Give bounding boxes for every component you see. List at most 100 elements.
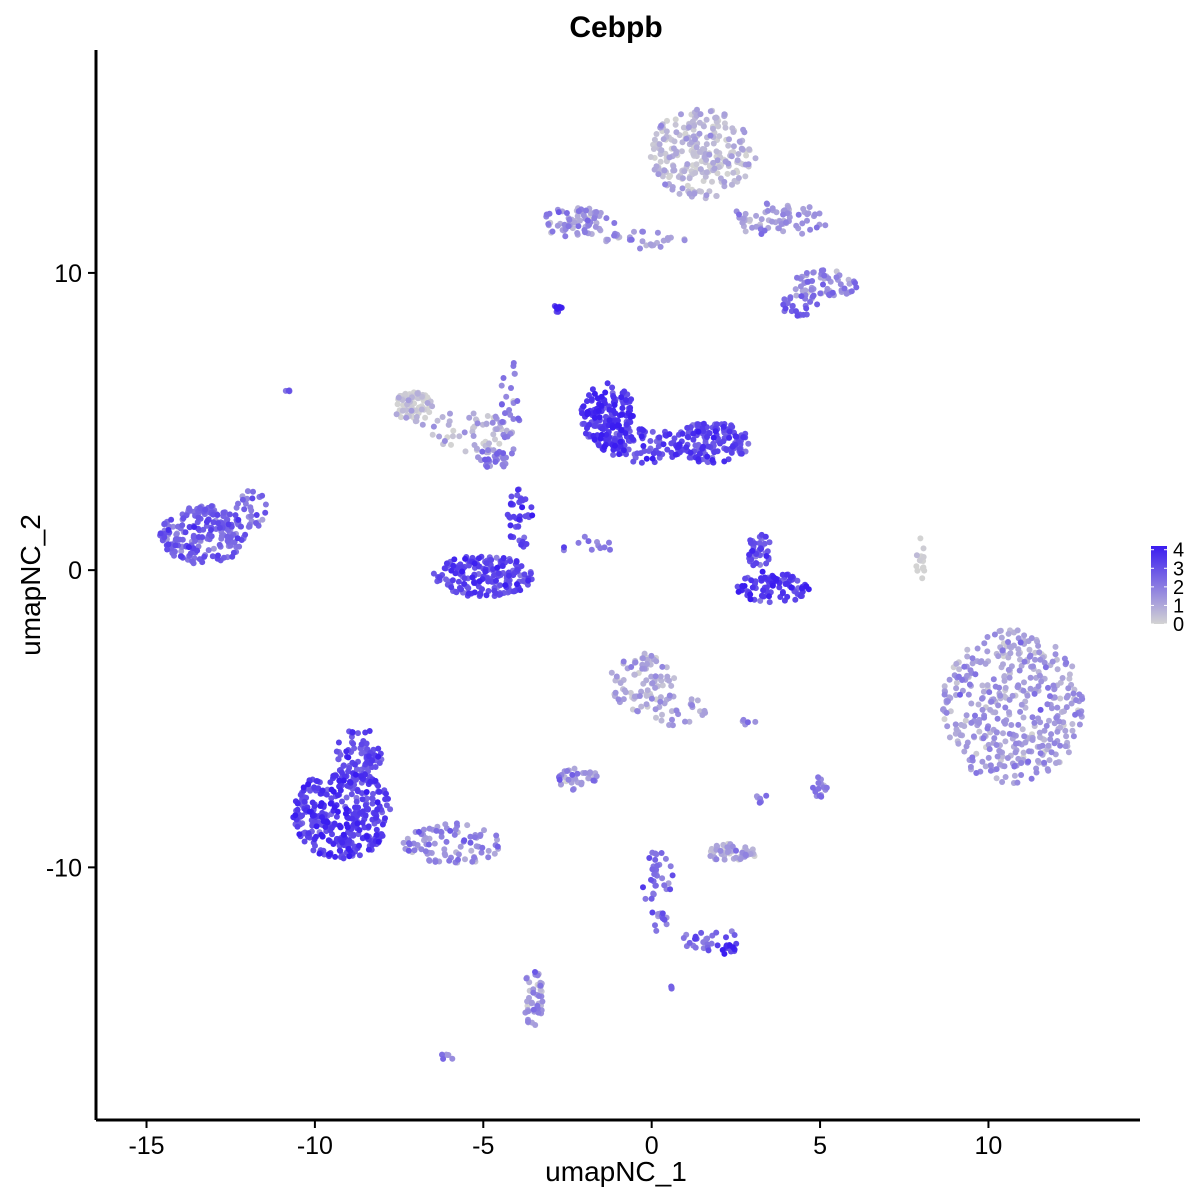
- cell-point: [745, 161, 752, 168]
- cell-point: [628, 664, 635, 670]
- cell-point: [259, 516, 266, 523]
- cell-point: [705, 947, 712, 954]
- cell-point: [637, 450, 644, 457]
- cell-point: [1036, 649, 1043, 656]
- cell-point: [492, 458, 499, 465]
- cell-point: [165, 541, 172, 548]
- cell-point: [218, 532, 225, 539]
- cell-point: [759, 568, 766, 575]
- cell-point: [643, 677, 650, 684]
- cell-point: [577, 217, 583, 224]
- cell-point: [659, 711, 665, 718]
- cell-point: [344, 824, 351, 831]
- cell-point: [348, 791, 355, 798]
- cell-point: [337, 787, 344, 794]
- cell-point: [359, 819, 366, 826]
- cell-point: [693, 161, 700, 168]
- cell-point: [479, 844, 486, 851]
- cell-point: [741, 129, 748, 136]
- cell-point: [725, 160, 732, 167]
- cell-point: [1021, 733, 1028, 740]
- cell-point: [434, 417, 441, 424]
- cell-point: [644, 661, 650, 667]
- cell-point: [474, 420, 481, 427]
- cell-point: [1044, 701, 1051, 708]
- cell-point: [656, 434, 663, 441]
- cell-point: [242, 531, 249, 538]
- cell-point: [327, 800, 334, 807]
- cell-point: [186, 505, 193, 512]
- cell-point: [443, 838, 450, 845]
- cell-point: [962, 717, 969, 724]
- cell-point: [965, 691, 972, 698]
- cell-point: [808, 286, 815, 293]
- cell-point: [575, 223, 582, 230]
- cell-point: [510, 416, 517, 422]
- cell-point: [656, 141, 663, 148]
- cell-point: [262, 501, 269, 508]
- cell-point: [432, 858, 439, 865]
- cell-point: [752, 718, 759, 725]
- cell-point: [999, 779, 1006, 785]
- cell-point: [369, 757, 375, 764]
- cell-point: [981, 640, 988, 647]
- cell-point: [1027, 685, 1034, 692]
- cell-point: [747, 537, 754, 544]
- cell-point: [697, 111, 704, 118]
- cell-point: [539, 998, 546, 1005]
- cell-point: [997, 692, 1004, 699]
- cell-point: [643, 455, 650, 462]
- cell-point: [236, 543, 243, 550]
- cell-point: [595, 408, 602, 414]
- cell-point: [365, 823, 372, 830]
- cell-point: [623, 421, 630, 428]
- x-tick-label: -5: [472, 1132, 494, 1160]
- cell-point: [714, 157, 721, 164]
- cell-point: [1007, 650, 1014, 657]
- cell-point: [591, 436, 598, 443]
- cell-point: [941, 716, 948, 723]
- cell-point: [735, 151, 742, 157]
- cell-point: [695, 428, 702, 435]
- cell-point: [476, 578, 483, 585]
- cell-point: [340, 777, 347, 784]
- cell-point: [462, 856, 468, 863]
- cell-point: [1066, 671, 1073, 678]
- chart-title: Cebpb: [569, 11, 662, 44]
- cell-point: [789, 303, 796, 310]
- cell-point: [941, 683, 948, 690]
- cell-point: [663, 664, 670, 671]
- cell-point: [441, 565, 448, 572]
- cell-point: [690, 430, 697, 437]
- cell-point: [737, 856, 744, 863]
- cell-point: [1035, 757, 1041, 764]
- cell-point: [973, 750, 980, 757]
- cell-point: [650, 450, 657, 457]
- cell-point: [458, 586, 465, 593]
- cell-point: [1052, 651, 1059, 658]
- cell-point: [403, 414, 410, 421]
- cell-point: [210, 519, 217, 526]
- cell-point: [634, 708, 641, 714]
- cell-point: [623, 397, 629, 403]
- cell-point: [253, 512, 260, 518]
- cell-point: [485, 854, 492, 861]
- cell-point: [769, 205, 776, 212]
- cell-point: [740, 434, 747, 441]
- cell-point: [340, 762, 347, 769]
- cell-point: [465, 585, 472, 592]
- cell-point: [285, 387, 292, 394]
- cell-point: [649, 866, 656, 873]
- cell-point: [1062, 727, 1069, 734]
- cell-point: [497, 591, 504, 598]
- cell-point: [448, 441, 454, 448]
- cell-point: [653, 131, 660, 137]
- cell-point: [742, 210, 749, 217]
- cell-point: [1006, 730, 1013, 737]
- cell-point: [414, 390, 421, 397]
- cell-point: [1064, 692, 1071, 699]
- cell-point: [335, 792, 341, 799]
- cell-point: [749, 224, 756, 231]
- cell-point: [491, 850, 498, 857]
- cell-point: [710, 125, 716, 132]
